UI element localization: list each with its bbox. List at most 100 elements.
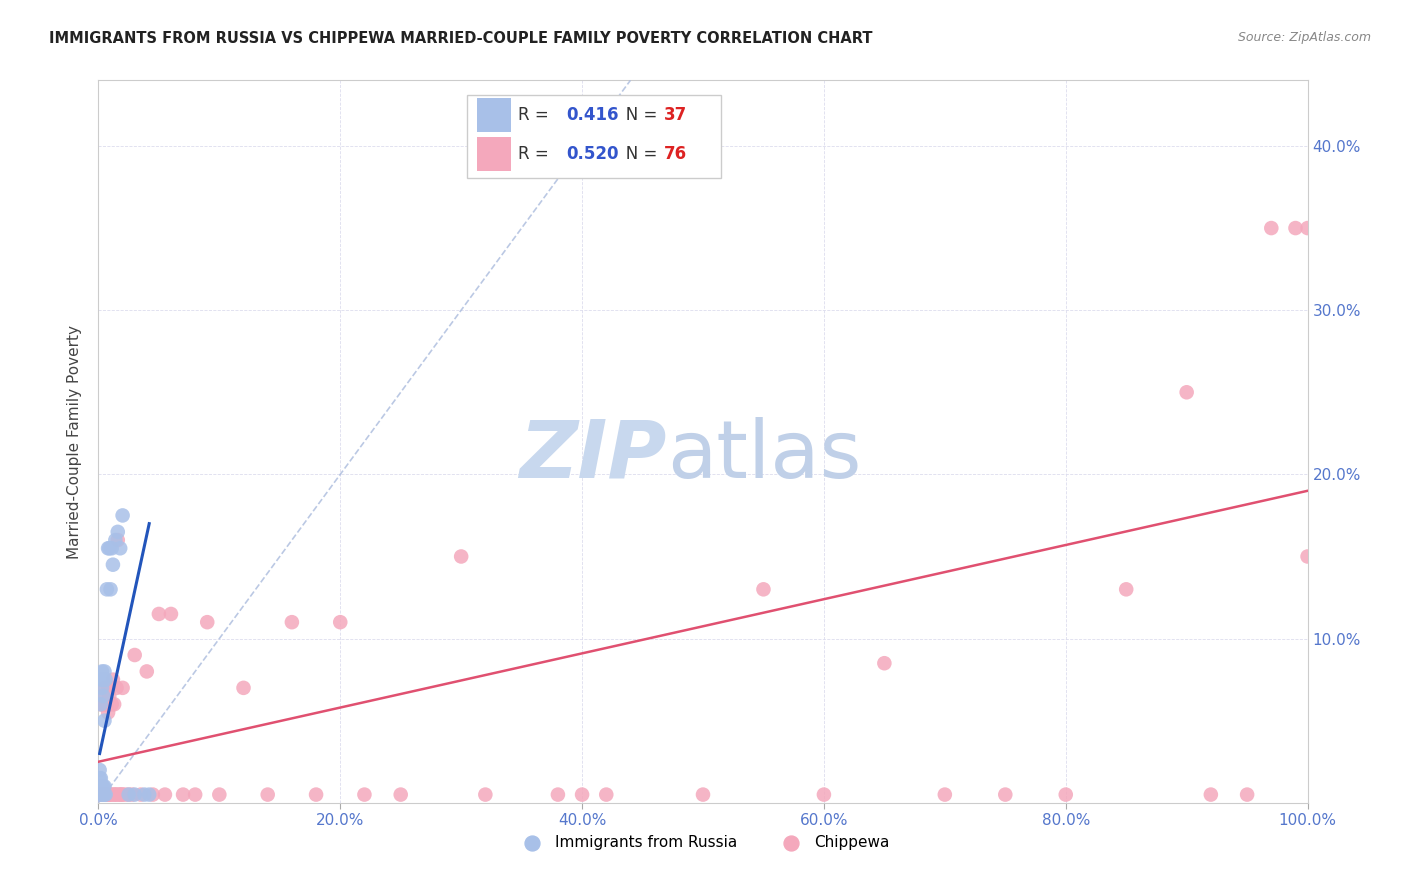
Text: 37: 37 bbox=[664, 106, 688, 124]
Point bbox=[281, 615, 304, 630]
Point bbox=[389, 788, 412, 802]
Point bbox=[89, 788, 111, 802]
Point bbox=[1296, 221, 1319, 235]
Point bbox=[93, 714, 115, 728]
Point bbox=[90, 788, 112, 802]
Point bbox=[1199, 788, 1222, 802]
Point bbox=[107, 524, 129, 539]
Point bbox=[114, 788, 136, 802]
Point bbox=[111, 508, 134, 523]
Point bbox=[118, 788, 141, 802]
Point bbox=[994, 788, 1017, 802]
Point bbox=[96, 788, 118, 802]
Point bbox=[107, 533, 129, 547]
Point bbox=[91, 689, 114, 703]
Point bbox=[571, 788, 593, 802]
Point bbox=[96, 582, 118, 597]
Point bbox=[100, 698, 122, 712]
Point bbox=[104, 788, 127, 802]
Point bbox=[91, 788, 114, 802]
FancyBboxPatch shape bbox=[467, 95, 721, 178]
Point bbox=[91, 788, 114, 802]
Point bbox=[91, 788, 114, 802]
Text: N =: N = bbox=[610, 106, 662, 124]
Point bbox=[1175, 385, 1198, 400]
Point bbox=[934, 788, 956, 802]
Point bbox=[100, 681, 122, 695]
Text: R =: R = bbox=[517, 106, 554, 124]
Point bbox=[101, 673, 124, 687]
Point bbox=[101, 558, 124, 572]
Point bbox=[93, 780, 115, 794]
Point bbox=[105, 788, 128, 802]
Point bbox=[134, 788, 156, 802]
Text: N =: N = bbox=[610, 145, 662, 163]
Point bbox=[813, 788, 835, 802]
Text: 0.416: 0.416 bbox=[567, 106, 619, 124]
Point bbox=[97, 541, 120, 556]
Point bbox=[353, 788, 375, 802]
Point bbox=[108, 788, 131, 802]
FancyBboxPatch shape bbox=[477, 98, 510, 132]
Point bbox=[100, 788, 122, 802]
Point bbox=[138, 788, 160, 802]
Point bbox=[91, 689, 114, 703]
Point bbox=[752, 582, 775, 597]
Point bbox=[94, 698, 117, 712]
Point bbox=[98, 541, 121, 556]
Point bbox=[94, 673, 117, 687]
Point bbox=[692, 788, 714, 802]
Point bbox=[91, 788, 114, 802]
Point bbox=[1115, 582, 1137, 597]
FancyBboxPatch shape bbox=[477, 136, 510, 171]
Point bbox=[90, 788, 112, 802]
Point bbox=[93, 788, 115, 802]
Point bbox=[90, 771, 112, 785]
Text: 0.520: 0.520 bbox=[567, 145, 619, 163]
Point bbox=[172, 788, 194, 802]
Point bbox=[135, 665, 157, 679]
Point bbox=[90, 698, 112, 712]
Point bbox=[184, 788, 207, 802]
Point bbox=[97, 706, 120, 720]
Point bbox=[256, 788, 278, 802]
Point bbox=[160, 607, 183, 621]
Point bbox=[94, 788, 117, 802]
Point bbox=[90, 698, 112, 712]
Point bbox=[450, 549, 472, 564]
Point bbox=[195, 615, 218, 630]
Point bbox=[91, 681, 114, 695]
Point bbox=[305, 788, 328, 802]
Point bbox=[1054, 788, 1077, 802]
Point bbox=[93, 665, 115, 679]
Point bbox=[91, 780, 114, 794]
Point bbox=[121, 788, 143, 802]
Point bbox=[129, 788, 152, 802]
Point bbox=[104, 533, 127, 547]
Point bbox=[124, 788, 146, 802]
Point bbox=[110, 788, 132, 802]
Point bbox=[1236, 788, 1258, 802]
Point bbox=[98, 689, 121, 703]
Point bbox=[108, 541, 131, 556]
Point bbox=[111, 788, 134, 802]
Point bbox=[98, 788, 121, 802]
Point bbox=[103, 788, 125, 802]
Text: atlas: atlas bbox=[666, 417, 860, 495]
Point bbox=[1284, 221, 1306, 235]
Point bbox=[105, 681, 128, 695]
Text: R =: R = bbox=[517, 145, 554, 163]
Point bbox=[91, 673, 114, 687]
Point bbox=[1296, 549, 1319, 564]
Point bbox=[153, 788, 176, 802]
Point bbox=[329, 615, 352, 630]
Point bbox=[103, 698, 125, 712]
Point bbox=[93, 698, 115, 712]
Point bbox=[232, 681, 254, 695]
Text: 76: 76 bbox=[664, 145, 688, 163]
Point bbox=[595, 788, 617, 802]
Point bbox=[93, 788, 115, 802]
Point bbox=[100, 582, 122, 597]
Point bbox=[142, 788, 165, 802]
Point bbox=[474, 788, 496, 802]
